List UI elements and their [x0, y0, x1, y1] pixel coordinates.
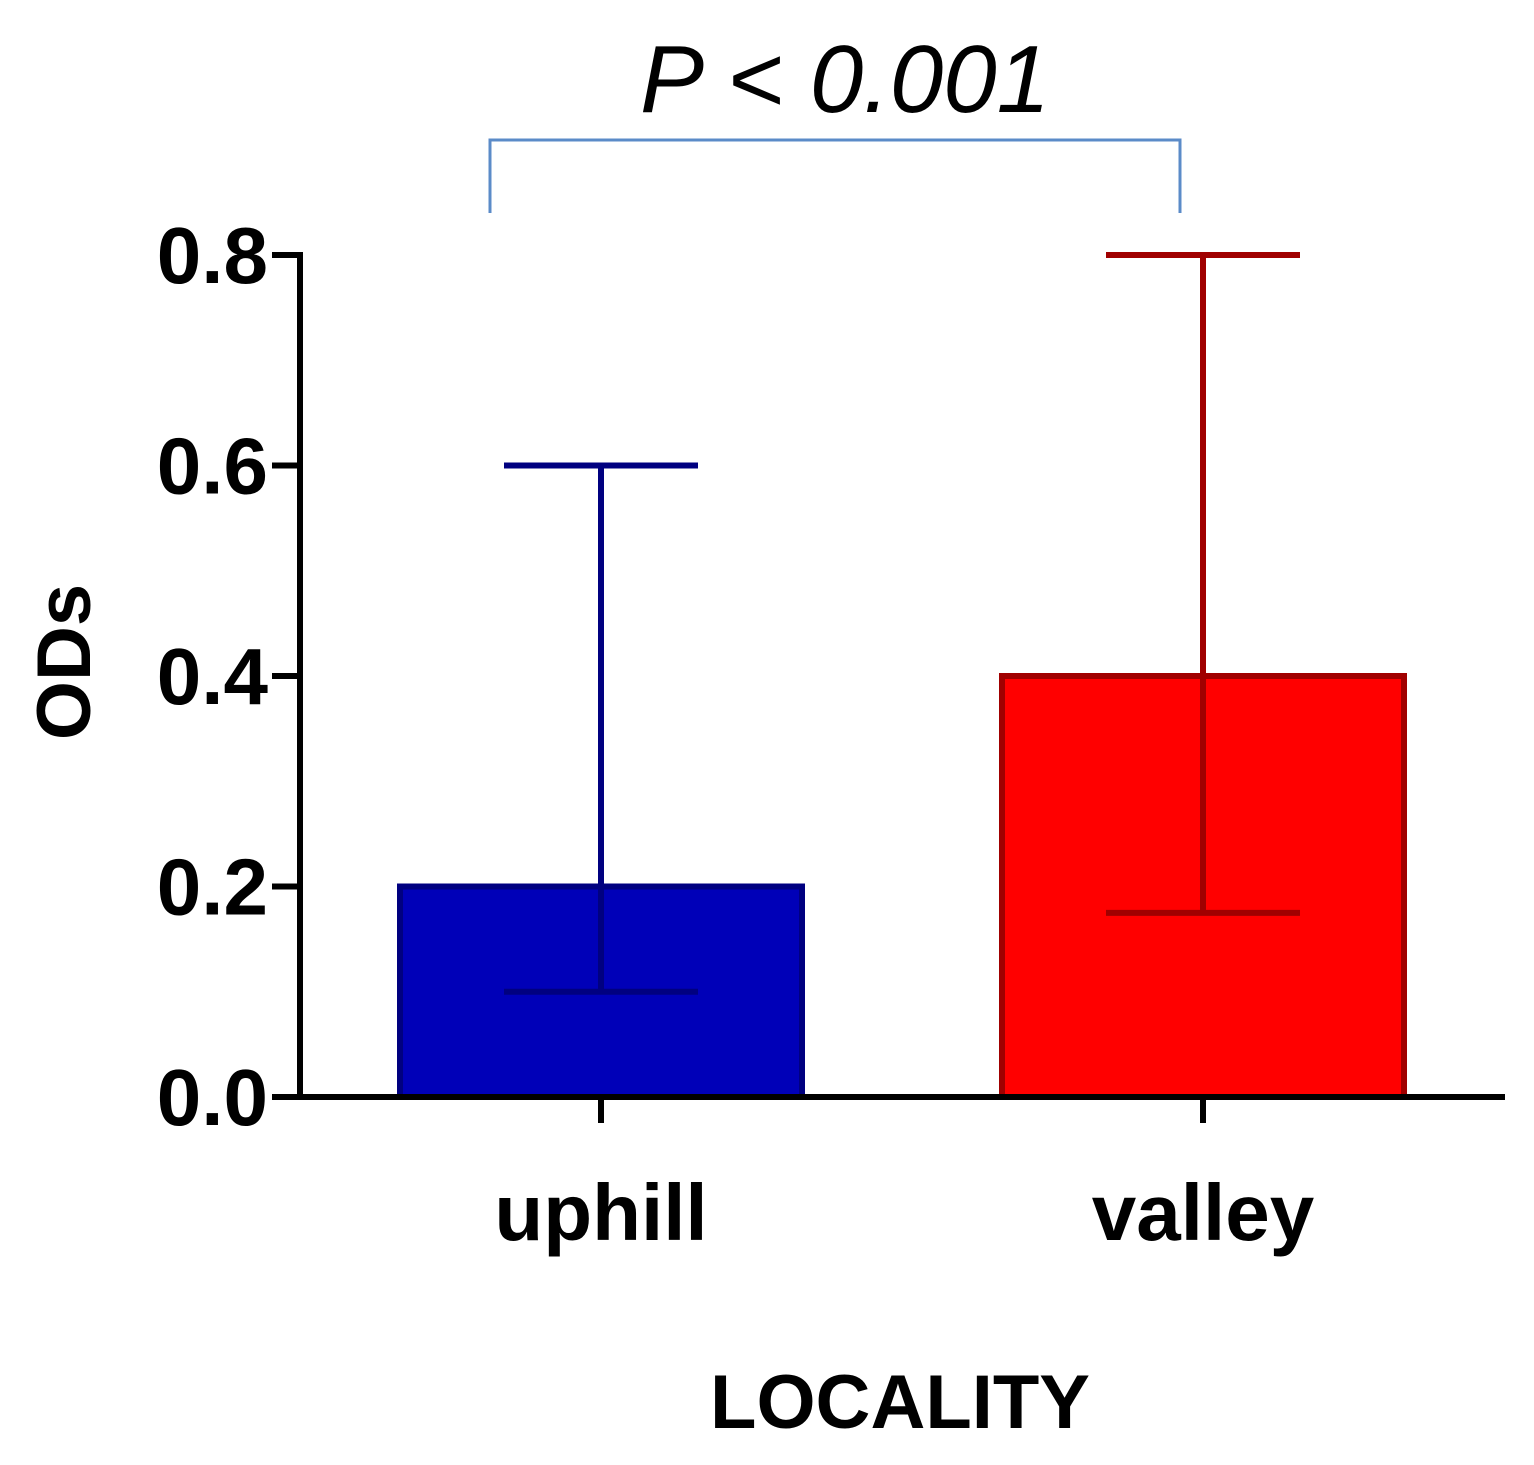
y-tick-label: 0.4 [157, 632, 269, 721]
y-tick-label: 0.6 [157, 422, 268, 511]
y-tick-label: 0.2 [157, 843, 268, 932]
category-label-valley: valley [1092, 1168, 1315, 1257]
category-label-uphill: uphill [494, 1168, 707, 1257]
y-tick-label: 0.0 [157, 1053, 268, 1142]
significance-bracket [488, 138, 1182, 213]
significance-label: P < 0.001 [640, 26, 1050, 133]
y-tick-label: 0.8 [157, 211, 268, 300]
y-axis-title: ODs [22, 584, 107, 740]
x-axis-title: LOCALITY [710, 1360, 1090, 1445]
